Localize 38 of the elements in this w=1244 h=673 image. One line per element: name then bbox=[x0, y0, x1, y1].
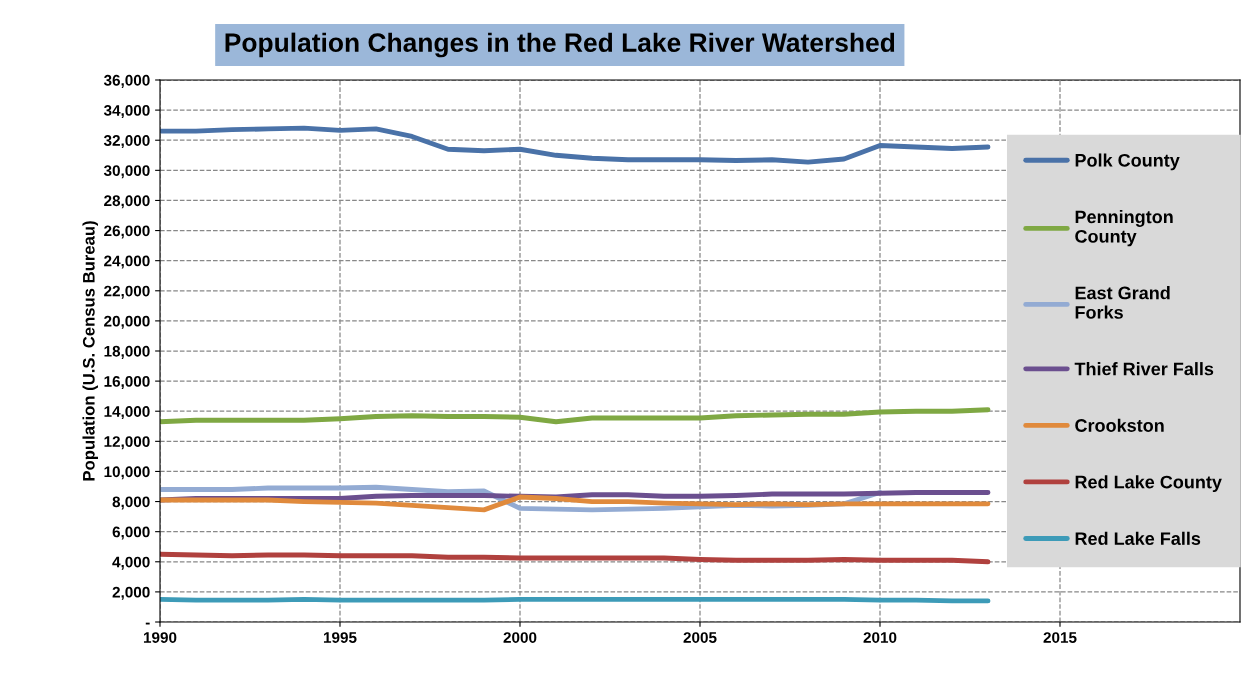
y-tick-label: 32,000 bbox=[103, 135, 150, 149]
line-series bbox=[160, 551, 991, 565]
legend-label: Red Lake County bbox=[1075, 475, 1222, 493]
line-series bbox=[160, 125, 991, 165]
y-tick-label: 6,000 bbox=[112, 526, 150, 540]
y-tick-label: 30,000 bbox=[103, 165, 150, 179]
legend-label: Polk County bbox=[1075, 153, 1180, 171]
legend-label: Thief River Falls bbox=[1074, 362, 1214, 376]
legend-label: East Grand Forks bbox=[1075, 286, 1170, 319]
y-tick-label: 14,000 bbox=[104, 406, 150, 420]
y-tick-label: 20,000 bbox=[104, 315, 150, 329]
y-tick-label: 8,000 bbox=[112, 496, 150, 510]
y-tick-label: - bbox=[145, 622, 150, 625]
y-tick-label: 4,000 bbox=[112, 556, 150, 570]
y-tick-label: 28,000 bbox=[104, 195, 150, 209]
legend-label: Crookston bbox=[1075, 418, 1164, 432]
x-tick-label: 1995 bbox=[323, 632, 357, 643]
line-series bbox=[160, 407, 991, 425]
y-tick-label: 26,000 bbox=[104, 225, 150, 239]
y-tick-label: 12,000 bbox=[104, 436, 150, 450]
x-tick-label: 2015 bbox=[1043, 632, 1077, 643]
y-tick-label: 34,000 bbox=[103, 104, 150, 119]
y-tick-label: 36,000 bbox=[103, 74, 150, 88]
y-tick-label: 16,000 bbox=[104, 375, 150, 390]
y-axis-title: Population (U.S. Census Bureau) bbox=[82, 221, 98, 481]
y-tick-label: 22,000 bbox=[104, 285, 150, 299]
x-tick-label: 2000 bbox=[503, 632, 537, 643]
x-tick-label: 2010 bbox=[863, 632, 897, 643]
legend-label: Pennington County bbox=[1075, 209, 1173, 247]
y-tick-label: 10,000 bbox=[104, 466, 150, 480]
x-tick-label: 1990 bbox=[143, 632, 177, 643]
y-tick-label: 24,000 bbox=[104, 255, 150, 269]
chart-title: Population Changes in the Red Lake River Watershed bbox=[225, 32, 895, 58]
line-series bbox=[160, 494, 991, 513]
x-tick-label: 2005 bbox=[683, 632, 717, 643]
y-tick-label: 18,000 bbox=[104, 345, 150, 359]
y-tick-label: 2,000 bbox=[112, 586, 150, 600]
legend-label: Red Lake Falls bbox=[1075, 531, 1201, 545]
